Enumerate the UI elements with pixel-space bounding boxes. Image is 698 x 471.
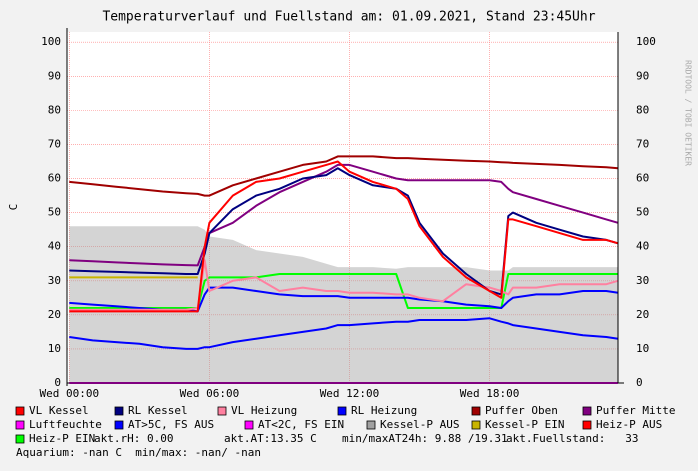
legend-label: Heiz-P AUS (596, 418, 662, 431)
info-text: akt.rH: 0.00 (94, 432, 173, 445)
line (69, 160, 619, 313)
y-tick-label: 0 (54, 376, 61, 389)
legend-label: VL Kessel (29, 404, 89, 417)
y-tick-label: 100 (41, 35, 61, 48)
x-tick-label: Wed 18:00 (460, 387, 520, 400)
y2-tick-label: 0 (636, 376, 643, 389)
info-text: Aquarium: -nan C min/max: -nan/ -nan (16, 446, 261, 459)
legend-label: Puffer Mitte (596, 404, 675, 417)
legend-swatch (582, 406, 592, 416)
y-tick-label: 50 (48, 206, 61, 219)
watermark: RRDTOOL / TOBI OETIKER (684, 60, 693, 166)
y2-tick-label: 60 (636, 172, 649, 185)
legend-swatch (366, 420, 376, 430)
legend-label: AT>5C, FS AUS (128, 418, 214, 431)
legend-swatch (15, 434, 25, 444)
axes: 0 0 10 10 20 20 30 30 40 40 50 50 60 60 70 70 80 80 90 90 10… (40, 28, 656, 400)
legend-label: Luftfeuchte (29, 418, 102, 431)
marks (69, 155, 619, 384)
y2-tick-label: 70 (636, 137, 649, 150)
legend-swatch (471, 406, 481, 416)
legend-swatch (217, 406, 227, 416)
x-tick-label: Wed 12:00 (320, 387, 380, 400)
line (69, 155, 619, 197)
x-tick-label: Wed 06:00 (180, 387, 240, 400)
y-tick-label: 20 (48, 308, 61, 321)
legend-label: VL Heizung (231, 404, 297, 417)
info-text: akt.Fuellstand: 33 (506, 432, 638, 445)
y2-tick-label: 90 (636, 69, 649, 82)
y2-tick-label: 20 (636, 308, 649, 321)
info-text: akt.AT:13.35 C (224, 432, 317, 445)
legend-swatch (471, 420, 481, 430)
x-tick-label: Wed 00:00 (40, 387, 100, 400)
y-tick-label: 10 (48, 342, 61, 355)
line (69, 163, 619, 267)
y2-tick-label: 80 (636, 103, 649, 116)
y-tick-label: 90 (48, 69, 61, 82)
y-tick-label: 80 (48, 103, 61, 116)
line (69, 167, 619, 296)
legend-swatch (114, 406, 124, 416)
y-tick-label: 40 (48, 240, 61, 253)
legend-label: Kessel-P EIN (485, 418, 564, 431)
y2-tick-label: 50 (636, 206, 649, 219)
y-tick-label: 70 (48, 137, 61, 150)
line (69, 259, 619, 311)
y2-tick-label: 30 (636, 274, 649, 287)
y2-tick-label: 100 (636, 35, 656, 48)
line (69, 317, 619, 350)
legend-label: Heiz-P EIN (29, 432, 95, 445)
info-text: min/maxAT24h: 9.88 /19.31 (342, 432, 508, 445)
legend-label: AT<2C, FS EIN (258, 418, 344, 431)
y2-tick-label: 10 (636, 342, 649, 355)
y-axis-label: C (7, 204, 20, 211)
legend-label: Puffer Oben (485, 404, 558, 417)
legend-label: Kessel-P AUS (380, 418, 459, 431)
chart-title: Temperaturverlauf und Fuellstand am: 01.… (102, 10, 595, 25)
legend-swatch (15, 406, 25, 416)
y-tick-label: 60 (48, 172, 61, 185)
y-tick-label: 30 (48, 274, 61, 287)
legend-swatch (114, 420, 124, 430)
legend-swatch (582, 420, 592, 430)
line (69, 273, 618, 309)
legend-label: RL Heizung (351, 404, 417, 417)
legend-swatch (15, 420, 25, 430)
legend-label: RL Kessel (128, 404, 188, 417)
legend-swatch (244, 420, 254, 430)
y2-tick-label: 40 (636, 240, 649, 253)
legend-swatch (337, 406, 347, 416)
legend: VL Kessel RL Kessel VL Heizung RL Heizung Pu… (15, 404, 675, 459)
